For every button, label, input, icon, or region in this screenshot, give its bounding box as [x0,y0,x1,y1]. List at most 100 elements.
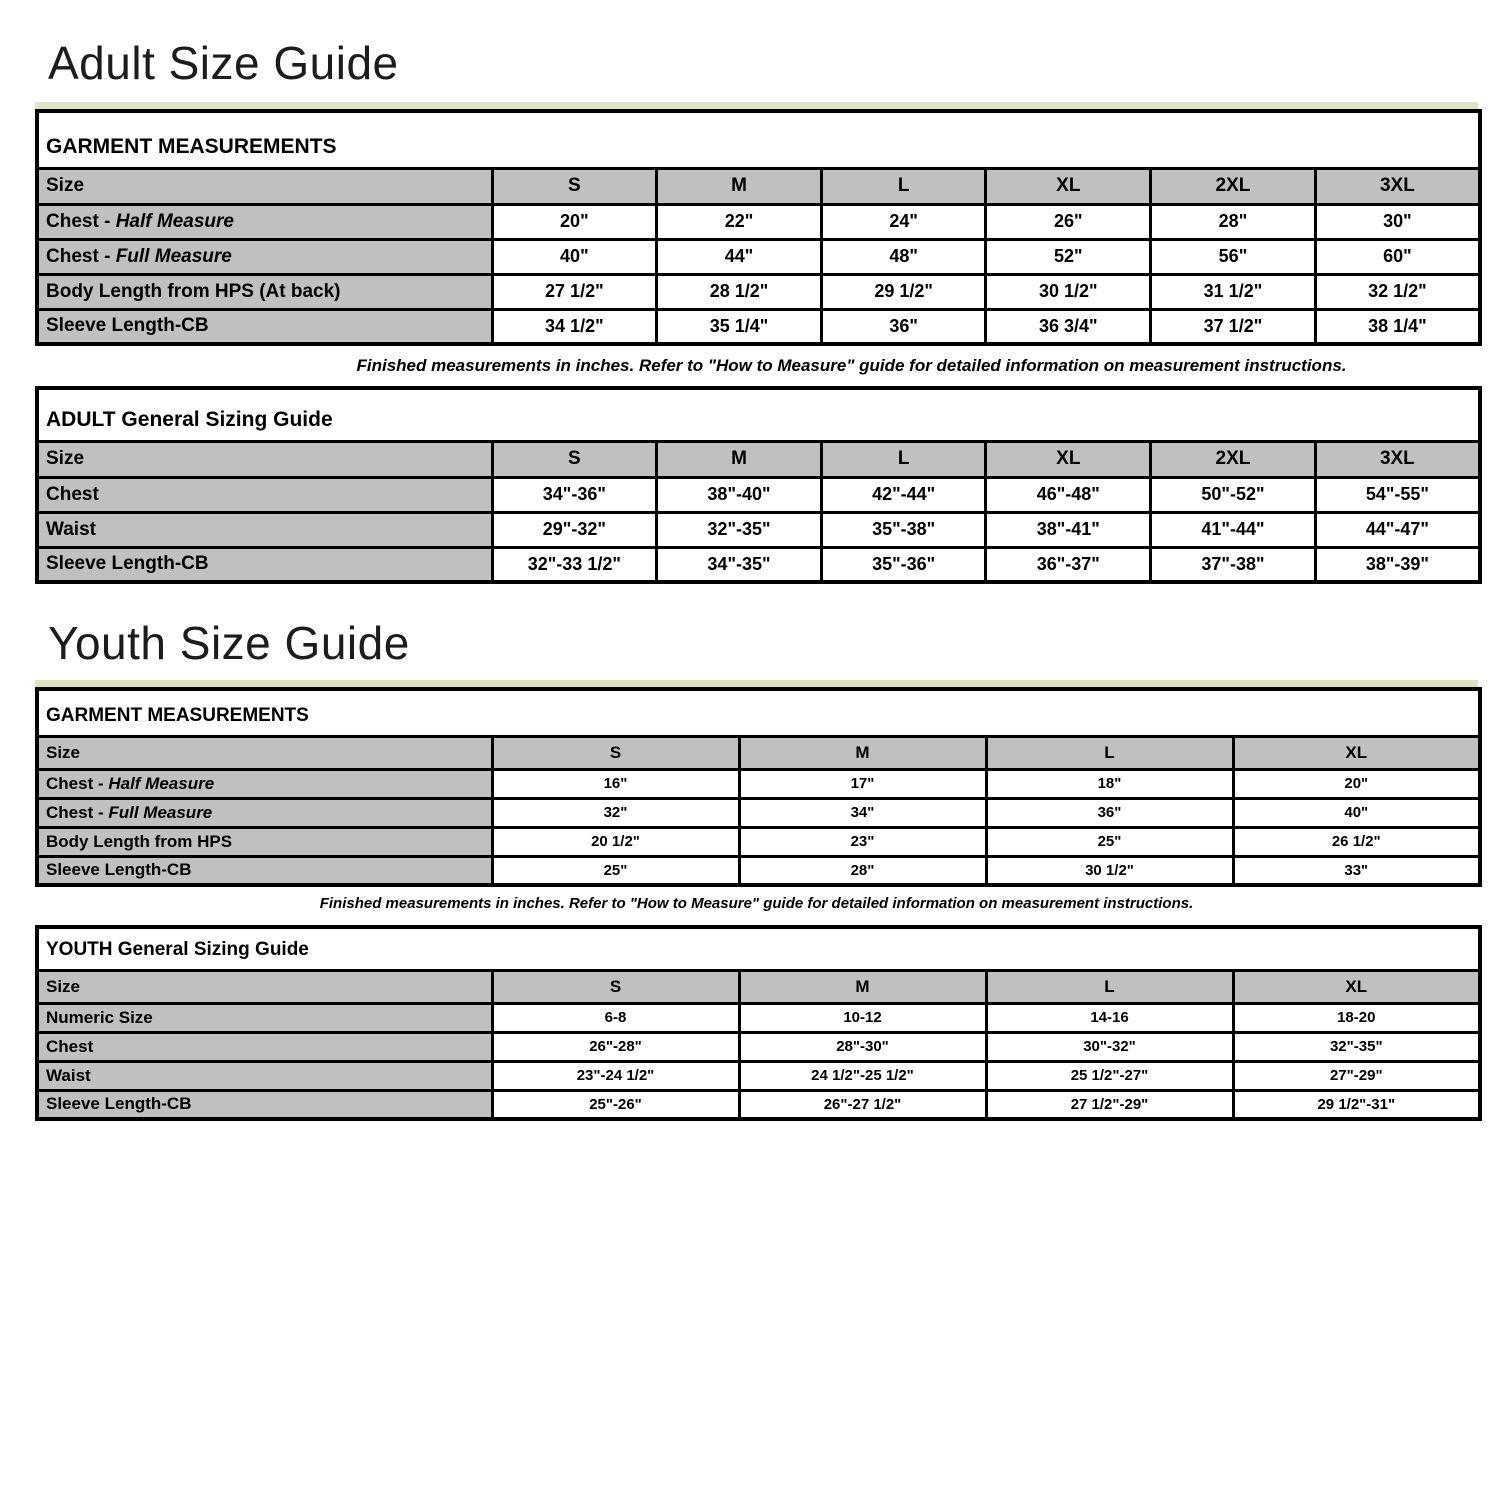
row-label: Chest - Full Measure [35,237,494,276]
measurement-value: 35"-36" [819,545,988,584]
measurement-value: 31 1/2" [1149,272,1317,311]
table-row: Body Length from HPS 20 1/2" 23" 25" 26 1/2" [35,825,1482,858]
row-label: Chest - Half Measure [35,767,494,800]
measurement-value: 30"-32" [984,1030,1235,1063]
measurement-value: 25"-26" [490,1088,741,1121]
measurement-value: 34"-35" [655,545,823,584]
table-title: GARMENT MEASUREMENTS [35,687,1482,738]
measurement-value: 25" [984,825,1235,858]
size-column-header: M [737,734,988,771]
measurement-value: 24 1/2"-25 1/2" [737,1059,988,1092]
youth-size-guide-heading: Youth Size Guide [48,617,410,669]
note-text: Finished measurements in inches. Refer t… [356,356,1347,375]
measurement-value: 14-16 [984,1001,1235,1034]
measurement-value: 44" [655,237,823,276]
measurement-value: 35 1/4" [655,307,823,346]
measurement-value: 20" [1231,767,1482,800]
measurement-value: 38"-41" [984,510,1153,549]
size-column-header: M [737,968,988,1005]
size-column-header: XL [1231,968,1482,1005]
table-row: Sleeve Length-CB 32"-33 1/2" 34"-35" 35"-36… [35,545,1482,584]
measurement-value: 36 3/4" [984,307,1153,346]
row-label: Chest [35,475,494,514]
size-column-header: M [655,166,823,206]
measurement-value: 23" [737,825,988,858]
measurement-value: 48" [819,237,988,276]
measurement-value: 37"-38" [1149,545,1317,584]
measurement-value: 56" [1149,237,1317,276]
measurement-value: 29"-32" [490,510,659,549]
row-label: Sleeve Length-CB [35,854,494,887]
measurement-value: 54"-55" [1313,475,1482,514]
measurement-value: 36"-37" [984,545,1153,584]
size-column-header: 2XL [1149,439,1317,479]
measurement-value: 40" [1231,796,1482,829]
size-column-header: XL [1231,734,1482,771]
size-column-header: M [655,439,823,479]
youth-general-sizing-table: YOUTH General Sizing Guide Size S M L XL Numer… [35,925,1483,1121]
measurement-value: 20 1/2" [490,825,741,858]
table-row: Numeric Size 6-8 10-12 14-16 18-20 [35,1001,1482,1034]
size-column-header: 3XL [1313,166,1482,206]
row-label: Waist [35,510,494,549]
measurement-value: 25 1/2"-27" [984,1059,1235,1092]
size-column-header: L [984,734,1235,771]
measurement-value: 23"-24 1/2" [490,1059,741,1092]
row-label: Sleeve Length-CB [35,307,494,346]
row-label: Chest - Full Measure [35,796,494,829]
measurement-value: 17" [737,767,988,800]
measurement-value: 30" [1313,202,1482,241]
size-column-header: S [490,734,741,771]
adult-size-guide-heading: Adult Size Guide [48,37,399,89]
measurement-value: 38"-39" [1313,545,1482,584]
size-row-label: Size [35,439,494,479]
measurement-value: 38 1/4" [1313,307,1482,346]
accent-divider-line [35,102,1478,109]
note-text: Finished measurements in inches. Refer t… [319,895,1194,912]
measurement-value: 32"-33 1/2" [490,545,659,584]
youth-measurement-note: Finished measurements in inches. Refer t… [35,895,1478,912]
measurement-value: 25" [490,854,741,887]
size-column-header: S [490,166,659,206]
size-column-header: 3XL [1313,439,1482,479]
measurement-value: 34 1/2" [490,307,659,346]
size-column-header: L [819,166,988,206]
size-column-header: XL [984,166,1153,206]
measurement-value: 16" [490,767,741,800]
measurement-value: 29 1/2" [819,272,988,311]
measurement-value: 41"-44" [1149,510,1317,549]
adult-general-sizing-table: ADULT General Sizing Guide Size S M L XL 2XL 3X… [35,386,1482,584]
measurement-value: 38"-40" [655,475,823,514]
row-label: Waist [35,1059,494,1092]
measurement-value: 46"-48" [984,475,1153,514]
measurement-value: 28"-30" [737,1030,988,1063]
measurement-value: 36" [984,796,1235,829]
table-row: Body Length from HPS (At back) 27 1/2" 28 … [35,272,1482,311]
measurement-value: 40" [490,237,659,276]
row-label: Chest [35,1030,494,1063]
size-column-header: XL [984,439,1153,479]
measurement-value: 24" [819,202,988,241]
measurement-value: 35"-38" [819,510,988,549]
measurement-value: 32"-35" [1231,1030,1482,1063]
table-row: Chest 26"-28" 28"-30" 30"-32" 32"-35" [35,1030,1482,1063]
size-row-label: Size [35,968,494,1005]
row-label: Body Length from HPS (At back) [35,272,494,311]
table-row: Chest - Half Measure 20" 22" 24" 26" 28" 30" [35,202,1482,241]
measurement-value: 26"-27 1/2" [737,1088,988,1121]
row-label: Sleeve Length-CB [35,1088,494,1121]
measurement-value: 44"-47" [1313,510,1482,549]
table-row: Chest - Full Measure 40" 44" 48" 52" 56" 60" [35,237,1482,276]
measurement-value: 6-8 [490,1001,741,1034]
measurement-value: 33" [1231,854,1482,887]
size-column-header: S [490,439,659,479]
size-column-header: 2XL [1149,166,1317,206]
measurement-value: 30 1/2" [984,272,1153,311]
measurement-value: 37 1/2" [1149,307,1317,346]
row-label: Body Length from HPS [35,825,494,858]
adult-garment-measurements-table: GARMENT MEASUREMENTS Size S M L XL 2XL 3XL Chest… [35,109,1483,346]
measurement-value: 52" [984,237,1153,276]
measurement-value: 30 1/2" [984,854,1235,887]
row-label: Numeric Size [35,1001,494,1034]
